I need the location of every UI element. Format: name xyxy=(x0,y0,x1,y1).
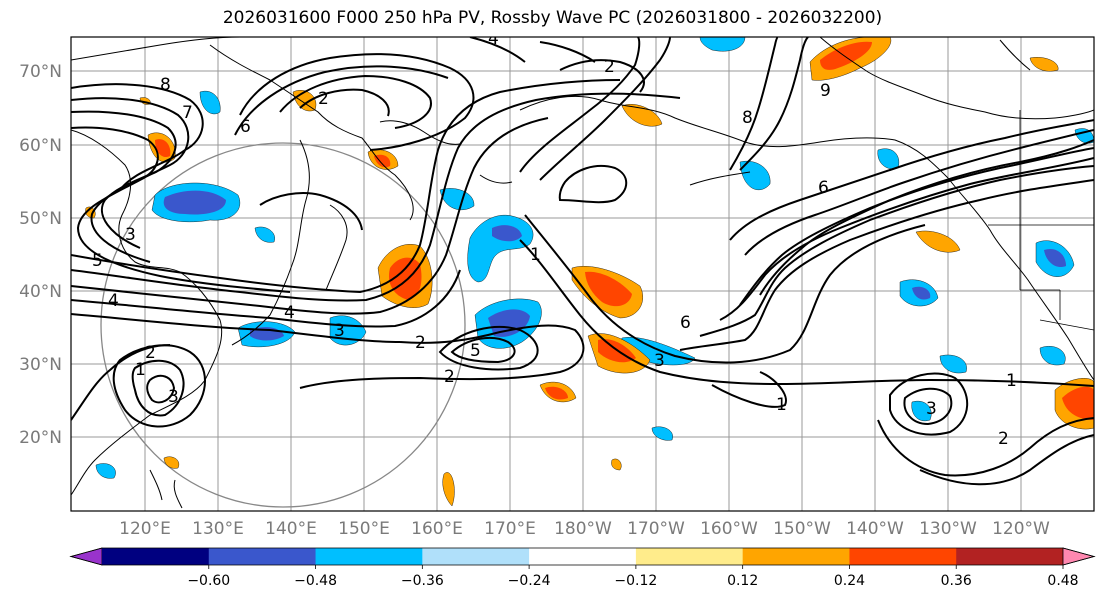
contour-label: 1 xyxy=(135,360,146,380)
colorbar-segment xyxy=(742,548,850,565)
lon-label: 130°W xyxy=(919,519,977,539)
coastlines xyxy=(71,37,1094,509)
colorbar-tick-label: −0.24 xyxy=(508,573,551,589)
colorbar: −0.60 −0.48 −0.36 −0.24 −0.12 0.12 0.24 0.36 0.4… xyxy=(69,547,1096,589)
contour-label: 1 xyxy=(776,395,787,415)
lat-label: 30°N xyxy=(19,355,62,375)
contour-label: 3 xyxy=(926,399,937,419)
lon-label: 160°W xyxy=(700,519,758,539)
colorbar-segment xyxy=(529,548,637,565)
contour-label: 4 xyxy=(284,303,295,323)
colorbar-segment xyxy=(956,548,1064,565)
contour-label: 9 xyxy=(820,81,831,101)
contour-label: 7 xyxy=(182,103,193,123)
map-title: 2026031600 F000 250 hPa PV, Rossby Wave … xyxy=(222,8,883,28)
colorbar-extend-high xyxy=(1062,547,1096,566)
lat-label: 70°N xyxy=(19,62,62,82)
colorbar-segment xyxy=(422,548,530,565)
borders xyxy=(988,110,1094,331)
contour-labels: 8 7 6 5 4 3 2 1 2 2 3 3 4 2 2 1 1 5 6 8 … xyxy=(92,29,1017,449)
contour-label: 2 xyxy=(318,89,329,109)
colorbar-extend-low xyxy=(69,547,103,566)
lat-label: 50°N xyxy=(19,209,62,229)
contour-label: 8 xyxy=(742,108,753,128)
lat-label: 60°N xyxy=(19,136,62,156)
contour-label: 8 xyxy=(160,75,171,95)
lon-label: 130°E xyxy=(192,519,244,539)
contour-label: 2 xyxy=(145,343,156,363)
colorbar-tick-label: 0.12 xyxy=(727,573,758,589)
lat-label: 20°N xyxy=(19,428,62,448)
contour-label: 5 xyxy=(92,251,103,271)
pv-contours xyxy=(71,37,1094,486)
contour-label: 6 xyxy=(680,313,691,333)
lon-label: 120°E xyxy=(119,519,171,539)
colorbar-tick-label: 0.24 xyxy=(834,573,865,589)
latitude-labels: 70°N 60°N 50°N 40°N 30°N 20°N xyxy=(19,62,62,448)
contour-label: 3 xyxy=(334,321,345,341)
contour-label: 5 xyxy=(470,341,481,361)
lon-label: 150°W xyxy=(773,519,831,539)
colorbar-tick-label: −0.60 xyxy=(187,573,230,589)
colorbar-tick-label: −0.36 xyxy=(401,573,444,589)
highlight-circle xyxy=(100,142,466,508)
contour-label: 1 xyxy=(1006,371,1017,391)
lon-label: 140°E xyxy=(265,519,317,539)
lon-label: 120°W xyxy=(992,519,1050,539)
lon-label: 160°E xyxy=(411,519,463,539)
contour-label: 6 xyxy=(240,117,251,137)
lon-label: 180°W xyxy=(554,519,612,539)
longitude-labels: 120°E 130°E 140°E 150°E 160°E 170°E 180°… xyxy=(119,519,1050,539)
colorbar-tick-label: −0.12 xyxy=(614,573,657,589)
contour-label: 2 xyxy=(998,429,1009,449)
contour-label: 2 xyxy=(415,333,426,353)
colorbar-segment xyxy=(102,548,210,565)
colorbar-segment xyxy=(849,548,957,565)
contour-label: 6 xyxy=(818,178,829,198)
lon-label: 150°E xyxy=(338,519,390,539)
contour-label: 2 xyxy=(444,367,455,387)
colorbar-segment xyxy=(635,548,744,565)
lat-label: 40°N xyxy=(19,282,62,302)
lon-label: 170°E xyxy=(484,519,536,539)
negative-anomaly-shading xyxy=(95,37,1094,479)
gridlines xyxy=(71,37,1094,511)
colorbar-tick-label: 0.36 xyxy=(941,573,972,589)
map-frame xyxy=(70,36,1095,512)
lon-label: 140°W xyxy=(846,519,904,539)
colorbar-segment xyxy=(315,548,423,565)
colorbar-tick-label: −0.48 xyxy=(294,573,337,589)
colorbar-segment xyxy=(208,548,317,565)
contour-label: 2 xyxy=(604,57,615,77)
contour-label: 1 xyxy=(530,245,541,265)
lon-label: 170°W xyxy=(627,519,685,539)
contour-label: 4 xyxy=(108,291,119,311)
contour-label: 3 xyxy=(168,387,179,407)
contour-label: 4 xyxy=(488,29,499,49)
colorbar-tick-label: 0.48 xyxy=(1047,573,1078,589)
contour-label: 3 xyxy=(125,225,136,245)
contour-label: 3 xyxy=(654,351,665,371)
